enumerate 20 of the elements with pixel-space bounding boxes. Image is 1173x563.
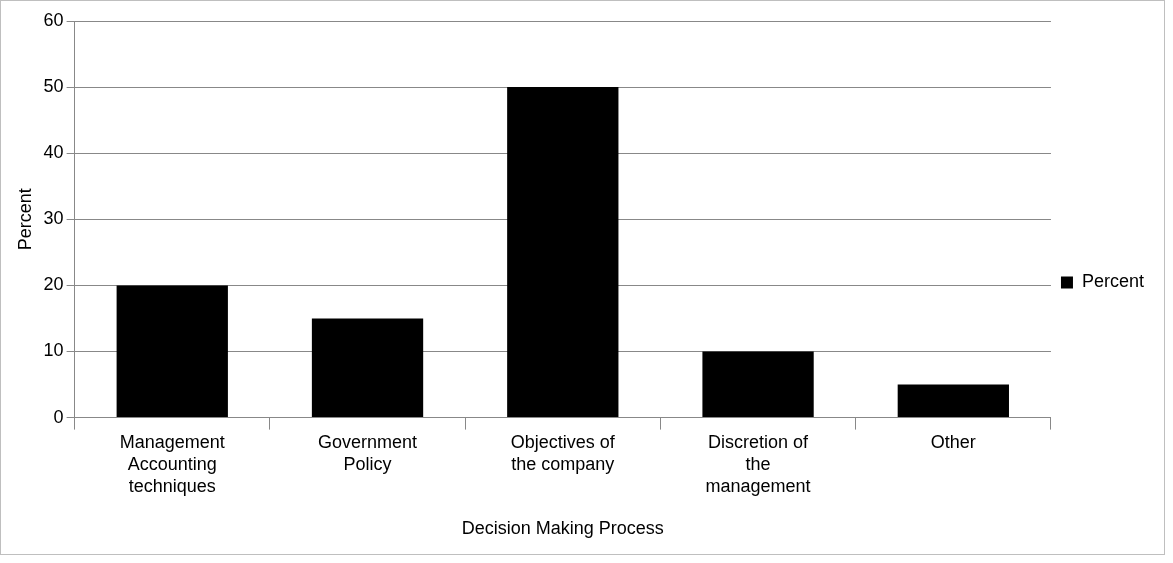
y-tick-label: 50 [43,76,64,97]
x-tick-label: Discretion of the management [705,432,811,496]
x-tick-label: Other [930,432,976,453]
legend-label: Percent [1081,271,1145,292]
x-tick-label: Objectives of the company [510,432,616,474]
x-axis-title: Decision Making Process [461,518,664,539]
y-tick-label: 10 [43,340,64,361]
bar [116,285,228,418]
bar [897,384,1009,418]
bar [507,87,619,418]
y-tick-label: 30 [43,208,64,229]
x-tick-label: Management Accounting techniques [119,432,225,496]
y-axis-title: Percent [14,188,35,251]
y-tick-label: 20 [43,274,64,295]
bar [702,351,814,418]
bar [311,318,424,418]
y-tick-label: 40 [43,142,64,163]
y-tick-label: 0 [53,406,64,427]
y-tick-label: 60 [43,9,64,30]
x-tick-label: Government Policy [318,432,418,474]
